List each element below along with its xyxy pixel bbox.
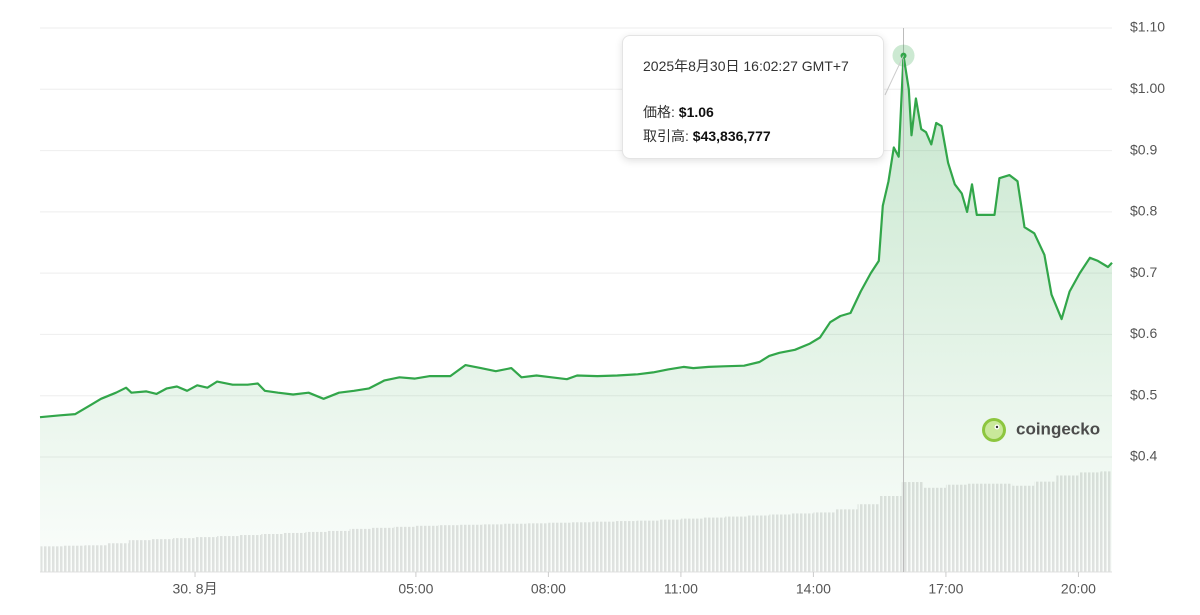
brand-name: coingecko (1016, 419, 1100, 438)
y-tick-label: $0.4 (1130, 448, 1157, 464)
tooltip: 2025年8月30日 16:02:27 GMT+7 価格: $1.06 取引高:… (622, 35, 884, 159)
price-line (39, 54, 1113, 419)
brand-logo: coingecko (982, 418, 1100, 442)
tooltip-price: $1.06 (678, 104, 714, 120)
tooltip-volume: $43,836,777 (692, 128, 771, 144)
price-area (40, 55, 1112, 573)
tooltip-pointer (884, 55, 904, 96)
x-tick-label: 17:00 (928, 581, 963, 597)
x-tick-label: 08:00 (531, 581, 566, 597)
x-tick-label: 14:00 (796, 581, 831, 597)
x-tick-label: 20:00 (1061, 581, 1096, 597)
tooltip-price-label: 価格: (643, 104, 675, 120)
tooltip-volume-label: 取引高: (643, 128, 689, 144)
x-tick-label: 30. 8月 (172, 581, 217, 597)
y-tick-label: $0.7 (1130, 264, 1157, 280)
tooltip-date: 2025年8月30日 16:02:27 GMT+7 (643, 58, 849, 74)
y-tick-label: $1.10 (1130, 19, 1165, 35)
x-tick-label: 05:00 (398, 581, 433, 597)
y-tick-label: $1.00 (1130, 80, 1165, 96)
y-tick-label: $0.5 (1130, 386, 1157, 402)
x-tick-label: 11:00 (664, 581, 698, 597)
y-tick-label: $0.9 (1130, 141, 1157, 157)
y-tick-label: $0.6 (1130, 325, 1157, 341)
y-tick-label: $0.8 (1130, 203, 1157, 219)
